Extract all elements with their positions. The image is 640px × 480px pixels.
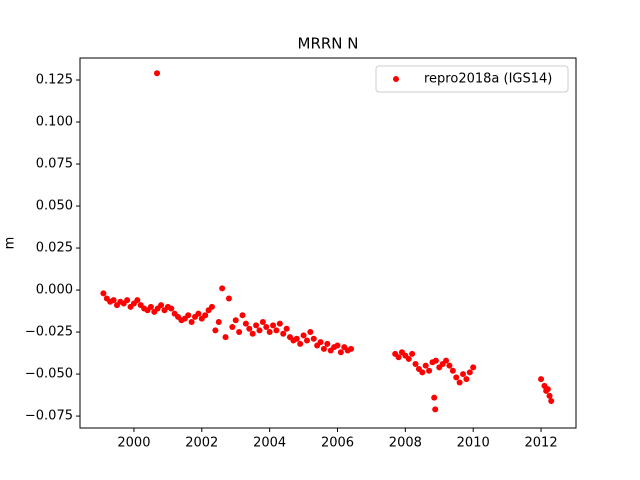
scatter-point [280,330,287,337]
scatter-point [147,303,154,310]
scatter-point [409,350,416,357]
y-axis-label: m [3,237,18,250]
scatter-point [219,285,226,292]
scatter-point [215,318,222,325]
x-tick-label: 2010 [457,436,490,451]
x-tick-label: 2006 [321,436,354,451]
scatter-point [449,367,456,374]
scatter-point [134,297,141,304]
scatter-point [185,312,192,319]
scatter-point [293,335,300,342]
scatter-point [236,329,243,336]
scatter-point [348,345,355,352]
scatter-point [463,376,470,383]
scatter-point [443,357,450,364]
scatter-point [432,406,439,413]
x-tick-label: 2012 [525,436,558,451]
scatter-point [446,362,453,369]
scatter-point [324,340,331,347]
scatter-point [100,290,107,297]
scatter-point [273,327,280,334]
scatter-point [239,312,246,319]
scatter-point [337,349,344,356]
scatter-point [158,302,165,309]
x-tick-label: 2008 [389,436,422,451]
y-tick-label: 0.025 [36,241,73,256]
scatter-point [460,371,467,378]
y-tick-label: 0.125 [36,73,73,88]
y-tick-label: 0.100 [36,115,73,130]
scatter-point [317,339,324,346]
scatter-point [222,334,229,341]
scatter-point [110,297,117,304]
scatter-point [297,340,304,347]
scatter-point [405,355,412,362]
y-tick-label: 0.075 [36,157,73,172]
scatter-point [470,364,477,371]
scatter-point [188,318,195,325]
scatter-point [300,332,307,339]
scatter-point [195,310,202,317]
scatter-point [453,374,460,381]
scatter-point [334,342,341,349]
scatter-point [538,376,545,383]
scatter-point [253,322,260,329]
legend-box [375,65,569,93]
scatter-point [456,379,463,386]
scatter-point [419,369,426,376]
scatter-point [303,337,310,344]
scatter-point [212,327,219,334]
legend-marker [393,76,399,82]
scatter-point [320,345,327,352]
scatter-point [432,357,439,364]
scatter-point [124,297,131,304]
scatter-point [229,324,236,331]
scatter-point [263,324,270,331]
x-tick-label: 2004 [253,436,286,451]
scatter-point [466,369,473,376]
y-tick-label: −0.050 [25,367,73,382]
scatter-point [232,317,239,324]
scatter-point [548,397,555,404]
scatter-point [249,330,256,337]
scatter-point [546,392,553,399]
y-tick-label: −0.075 [25,409,73,424]
scatter-point [395,354,402,361]
scatter-point [426,367,433,374]
y-tick-label: 0.050 [36,199,73,214]
x-tick-label: 2002 [185,436,218,451]
scatter-point [154,70,161,77]
scatter-point [544,386,551,393]
scatter-point [422,362,429,369]
scatter-point [266,329,273,336]
scatter-point [412,360,419,367]
scatter-point [208,303,215,310]
scatter-point [310,335,317,342]
plot-frame [79,57,577,429]
x-tick-label: 2000 [117,436,150,451]
scatter-point [242,320,249,327]
scatter-point [270,322,277,329]
y-tick-label: −0.025 [25,325,73,340]
scatter-point [225,295,232,302]
scatter-point [276,320,283,327]
legend-label: repro2018a (IGS14) [424,72,552,87]
scatter-point [246,325,253,332]
scatter-point [307,329,314,336]
scatter-point [202,312,209,319]
scatter-point [283,325,290,332]
chart-title: MRRN N [298,35,359,53]
scatter-point [168,305,175,312]
scatter-point [256,327,263,334]
scatter-point [259,318,266,325]
y-tick-label: 0.000 [36,283,73,298]
scatter-point [431,394,438,401]
